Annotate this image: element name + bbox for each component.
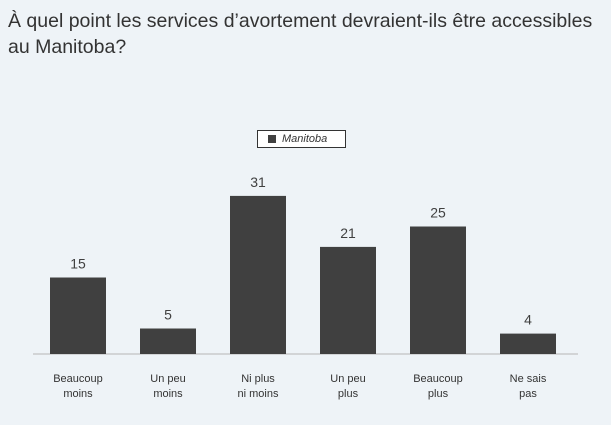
category-label-3: Un peu plus: [330, 373, 365, 400]
bar-4: [410, 226, 466, 354]
legend-swatch-manitoba: [268, 135, 276, 143]
category-label-0: Beaucoup moins: [53, 373, 103, 400]
bar-1: [140, 328, 196, 354]
category-label-5: Ne sais pas: [510, 373, 547, 400]
bar-0: [50, 277, 106, 354]
data-label-3: 21: [340, 225, 356, 241]
category-label-1: Un peu moins: [150, 373, 185, 400]
bar-3: [320, 246, 376, 354]
data-label-2: 31: [250, 174, 266, 190]
category-label-4: Beaucoup plus: [413, 373, 463, 400]
data-label-1: 5: [164, 307, 172, 323]
category-label-2: Ni plus ni moins: [238, 373, 279, 400]
bar-2: [230, 195, 286, 354]
data-label-4: 25: [430, 205, 446, 221]
bar-5: [500, 333, 556, 354]
legend: Manitoba: [257, 130, 346, 148]
data-label-5: 4: [524, 312, 532, 328]
chart-title: À quel point les services d’avortement d…: [8, 10, 593, 58]
legend-label-manitoba: Manitoba: [282, 133, 328, 145]
data-label-0: 15: [70, 256, 86, 272]
